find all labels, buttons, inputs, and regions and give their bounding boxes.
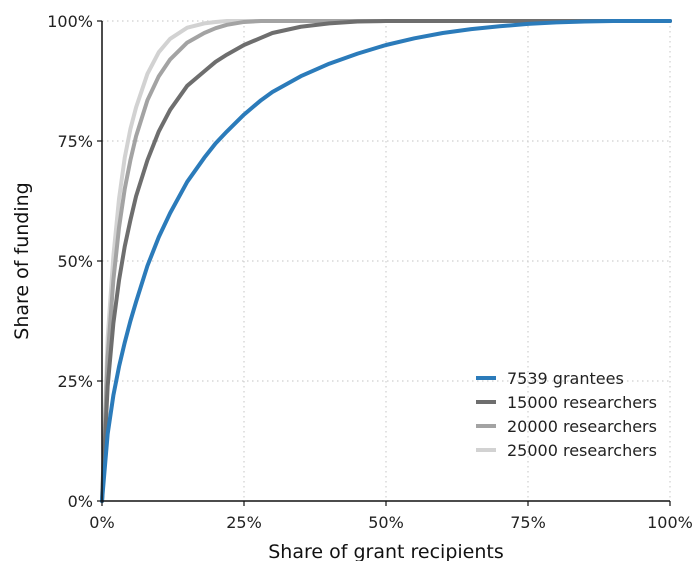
x-tick-label: 0% (89, 513, 114, 532)
x-axis-title: Share of grant recipients (268, 541, 504, 561)
y-tick-label: 50% (57, 252, 93, 271)
y-tick-label: 0% (68, 492, 93, 511)
legend-label: 7539 grantees (507, 369, 624, 388)
x-tick-label: 100% (647, 513, 693, 532)
legend-label: 15000 researchers (507, 393, 657, 412)
y-axis-ticks: 0% 25% 50% 75% 100% (47, 12, 102, 511)
series-lines (100, 19, 672, 503)
grid (102, 20, 671, 501)
y-axis-title: Share of funding (11, 182, 33, 339)
x-tick-label: 50% (368, 513, 404, 532)
series-line-7539-grantees (100, 19, 672, 503)
x-axis-ticks: 0% 25% 50% 75% 100% (89, 501, 693, 532)
y-tick-label: 25% (57, 372, 93, 391)
legend: 7539 grantees 15000 researchers 20000 rese… (476, 369, 657, 460)
legend-label: 20000 researchers (507, 417, 657, 436)
y-tick-label: 75% (57, 132, 93, 151)
x-tick-label: 75% (510, 513, 546, 532)
y-tick-label: 100% (47, 12, 93, 31)
x-tick-label: 25% (226, 513, 262, 532)
series-line-15000-researchers (100, 19, 672, 503)
legend-label: 25000 researchers (507, 441, 657, 460)
